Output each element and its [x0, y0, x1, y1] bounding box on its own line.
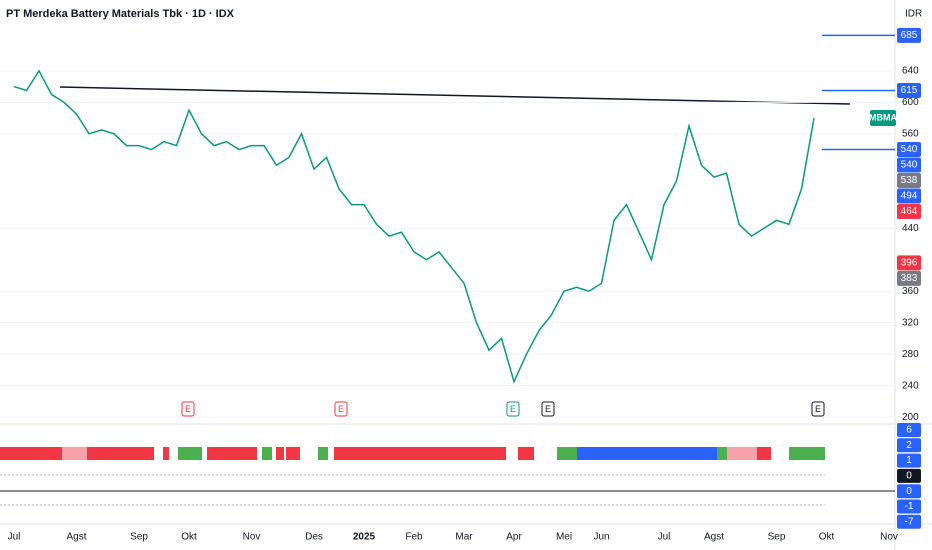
earnings-label: E [338, 404, 344, 414]
indicator-tag [897, 499, 921, 514]
x-tick-label: Sep [130, 532, 148, 543]
indicator-tag [897, 453, 921, 468]
earnings-marker [181, 401, 195, 417]
price-tag [897, 188, 921, 204]
symbol-tag [870, 110, 896, 127]
y-tick-label: 440 [902, 223, 919, 234]
indicator-tag-label: -7 [905, 516, 914, 527]
y-tick-label: 240 [902, 380, 919, 391]
y-tick-label: 640 [902, 65, 919, 76]
price-tag [897, 255, 921, 271]
indicator-tag [897, 484, 921, 499]
indicator-tag-label: 0 [906, 471, 912, 482]
earnings-marker [506, 401, 520, 417]
price-tag [897, 157, 921, 173]
x-tick-label: Okt [819, 532, 835, 543]
price-tag-label: 685 [901, 30, 918, 41]
price-tag [897, 83, 921, 99]
trend-line [59, 86, 851, 105]
x-tick-label: Agst [704, 532, 724, 543]
y-tick-label: 360 [902, 286, 919, 297]
price-tag-label: 540 [901, 144, 918, 155]
indicator-tag [897, 423, 921, 437]
x-tick-label: Jul [8, 532, 21, 543]
x-tick-label: Jul [658, 532, 671, 543]
indicator-tag-label: 6 [906, 425, 912, 436]
price-tag-label: 383 [901, 273, 918, 284]
earnings-label: E [815, 404, 821, 414]
x-tick-label: 2025 [353, 532, 376, 543]
x-tick-label: Jun [593, 532, 609, 543]
price-tag [897, 270, 921, 286]
earnings-marker [811, 401, 825, 417]
x-tick-label: Des [305, 532, 323, 543]
x-tick-label: Apr [506, 532, 522, 543]
y-tick-label: 560 [902, 128, 919, 139]
earnings-label: E [510, 404, 516, 414]
earnings-marker [541, 401, 555, 417]
price-tag [897, 27, 921, 43]
x-tick-label: Agst [66, 532, 86, 543]
earnings-label: E [185, 404, 191, 414]
indicator-tag-label: 1 [906, 455, 912, 466]
indicator-tag-label: -1 [905, 501, 914, 512]
price-tag [897, 173, 921, 189]
price-tag [897, 204, 921, 220]
x-tick-label: Mei [556, 532, 572, 543]
x-tick-label: Mar [455, 532, 473, 543]
currency-label: IDR [905, 9, 922, 20]
indicator-strip [0, 447, 895, 506]
chart-title: PT Merdeka Battery Materials Tbk · 1D · … [6, 8, 235, 20]
earnings-label: E [545, 404, 551, 414]
price-tag-label: 538 [901, 175, 918, 186]
x-tick-label: Feb [405, 532, 423, 543]
price-tag-label: 494 [901, 191, 918, 202]
symbol-label: MBMA [869, 112, 897, 122]
price-tag [897, 142, 921, 158]
price-tag-label: 615 [901, 85, 918, 96]
price-tag-label: 396 [901, 258, 918, 269]
price-tag-label: 464 [901, 206, 918, 217]
x-tick-label: Nov [880, 532, 898, 543]
indicator-tag [897, 438, 921, 453]
indicator-tag [897, 514, 921, 529]
x-tick-label: Okt [181, 532, 197, 543]
y-tick-label: 600 [902, 97, 919, 108]
price-line [13, 69, 815, 384]
x-tick-label: Sep [768, 532, 786, 543]
earnings-marker [334, 401, 348, 417]
indicator-tag-label: 2 [906, 440, 912, 451]
price-tag-label: 540 [901, 160, 918, 171]
y-tick-label: 280 [902, 349, 919, 360]
x-tick-label: Nov [243, 532, 261, 543]
y-tick-label: 320 [902, 317, 919, 328]
indicator-tag-label: 0 [906, 486, 912, 497]
indicator-tag [897, 468, 921, 483]
y-tick-label: 200 [902, 412, 919, 423]
